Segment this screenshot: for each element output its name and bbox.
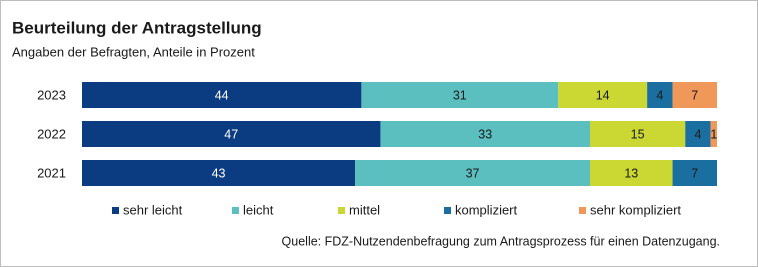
value-label: 33 xyxy=(478,127,492,141)
value-label: 47 xyxy=(224,127,238,141)
legend-swatch xyxy=(112,207,119,214)
legend-label: leicht xyxy=(243,202,274,217)
legend-label: mittel xyxy=(349,202,380,217)
value-label: 7 xyxy=(691,166,698,180)
bar-segment xyxy=(82,82,362,108)
legend-label: sehr kompliziert xyxy=(590,202,681,217)
value-label: 14 xyxy=(596,88,610,102)
legend-swatch xyxy=(338,207,345,214)
bar-segment xyxy=(647,82,673,108)
legend-label: sehr leicht xyxy=(123,202,183,217)
value-label: 1 xyxy=(710,127,717,141)
legend-swatch xyxy=(579,207,586,214)
bar-segment xyxy=(590,121,686,147)
legend-label: kompliziert xyxy=(455,202,518,217)
bar-segment xyxy=(380,121,590,147)
bar-segment xyxy=(82,121,381,147)
bar-segment xyxy=(590,160,673,186)
value-label: 44 xyxy=(215,88,229,102)
y-tick-label: 2023 xyxy=(37,87,66,102)
bar-segment xyxy=(672,160,717,186)
bar-segment xyxy=(361,82,559,108)
bar-segment xyxy=(710,121,717,147)
legend-swatch xyxy=(444,207,451,214)
value-label: 31 xyxy=(453,88,467,102)
bar-segment xyxy=(558,82,648,108)
bar-segment xyxy=(355,160,590,186)
value-label: 4 xyxy=(694,127,701,141)
chart-subtitle: Angaben der Befragten, Anteile in Prozen… xyxy=(12,44,255,59)
y-tick-label: 2021 xyxy=(37,165,66,180)
value-label: 43 xyxy=(212,166,226,180)
value-label: 37 xyxy=(466,166,480,180)
chart-title: Beurteilung der Antragstellung xyxy=(12,18,262,37)
bar-segment xyxy=(82,160,356,186)
bar-segment xyxy=(685,121,711,147)
value-label: 15 xyxy=(631,127,645,141)
value-label: 13 xyxy=(624,166,638,180)
y-tick-label: 2022 xyxy=(37,126,66,141)
legend-swatch xyxy=(232,207,239,214)
value-label: 4 xyxy=(656,88,663,102)
bar-segment xyxy=(672,82,717,108)
value-label: 7 xyxy=(691,88,698,102)
source-note: Quelle: FDZ-Nutzendenbefragung zum Antra… xyxy=(282,234,720,248)
